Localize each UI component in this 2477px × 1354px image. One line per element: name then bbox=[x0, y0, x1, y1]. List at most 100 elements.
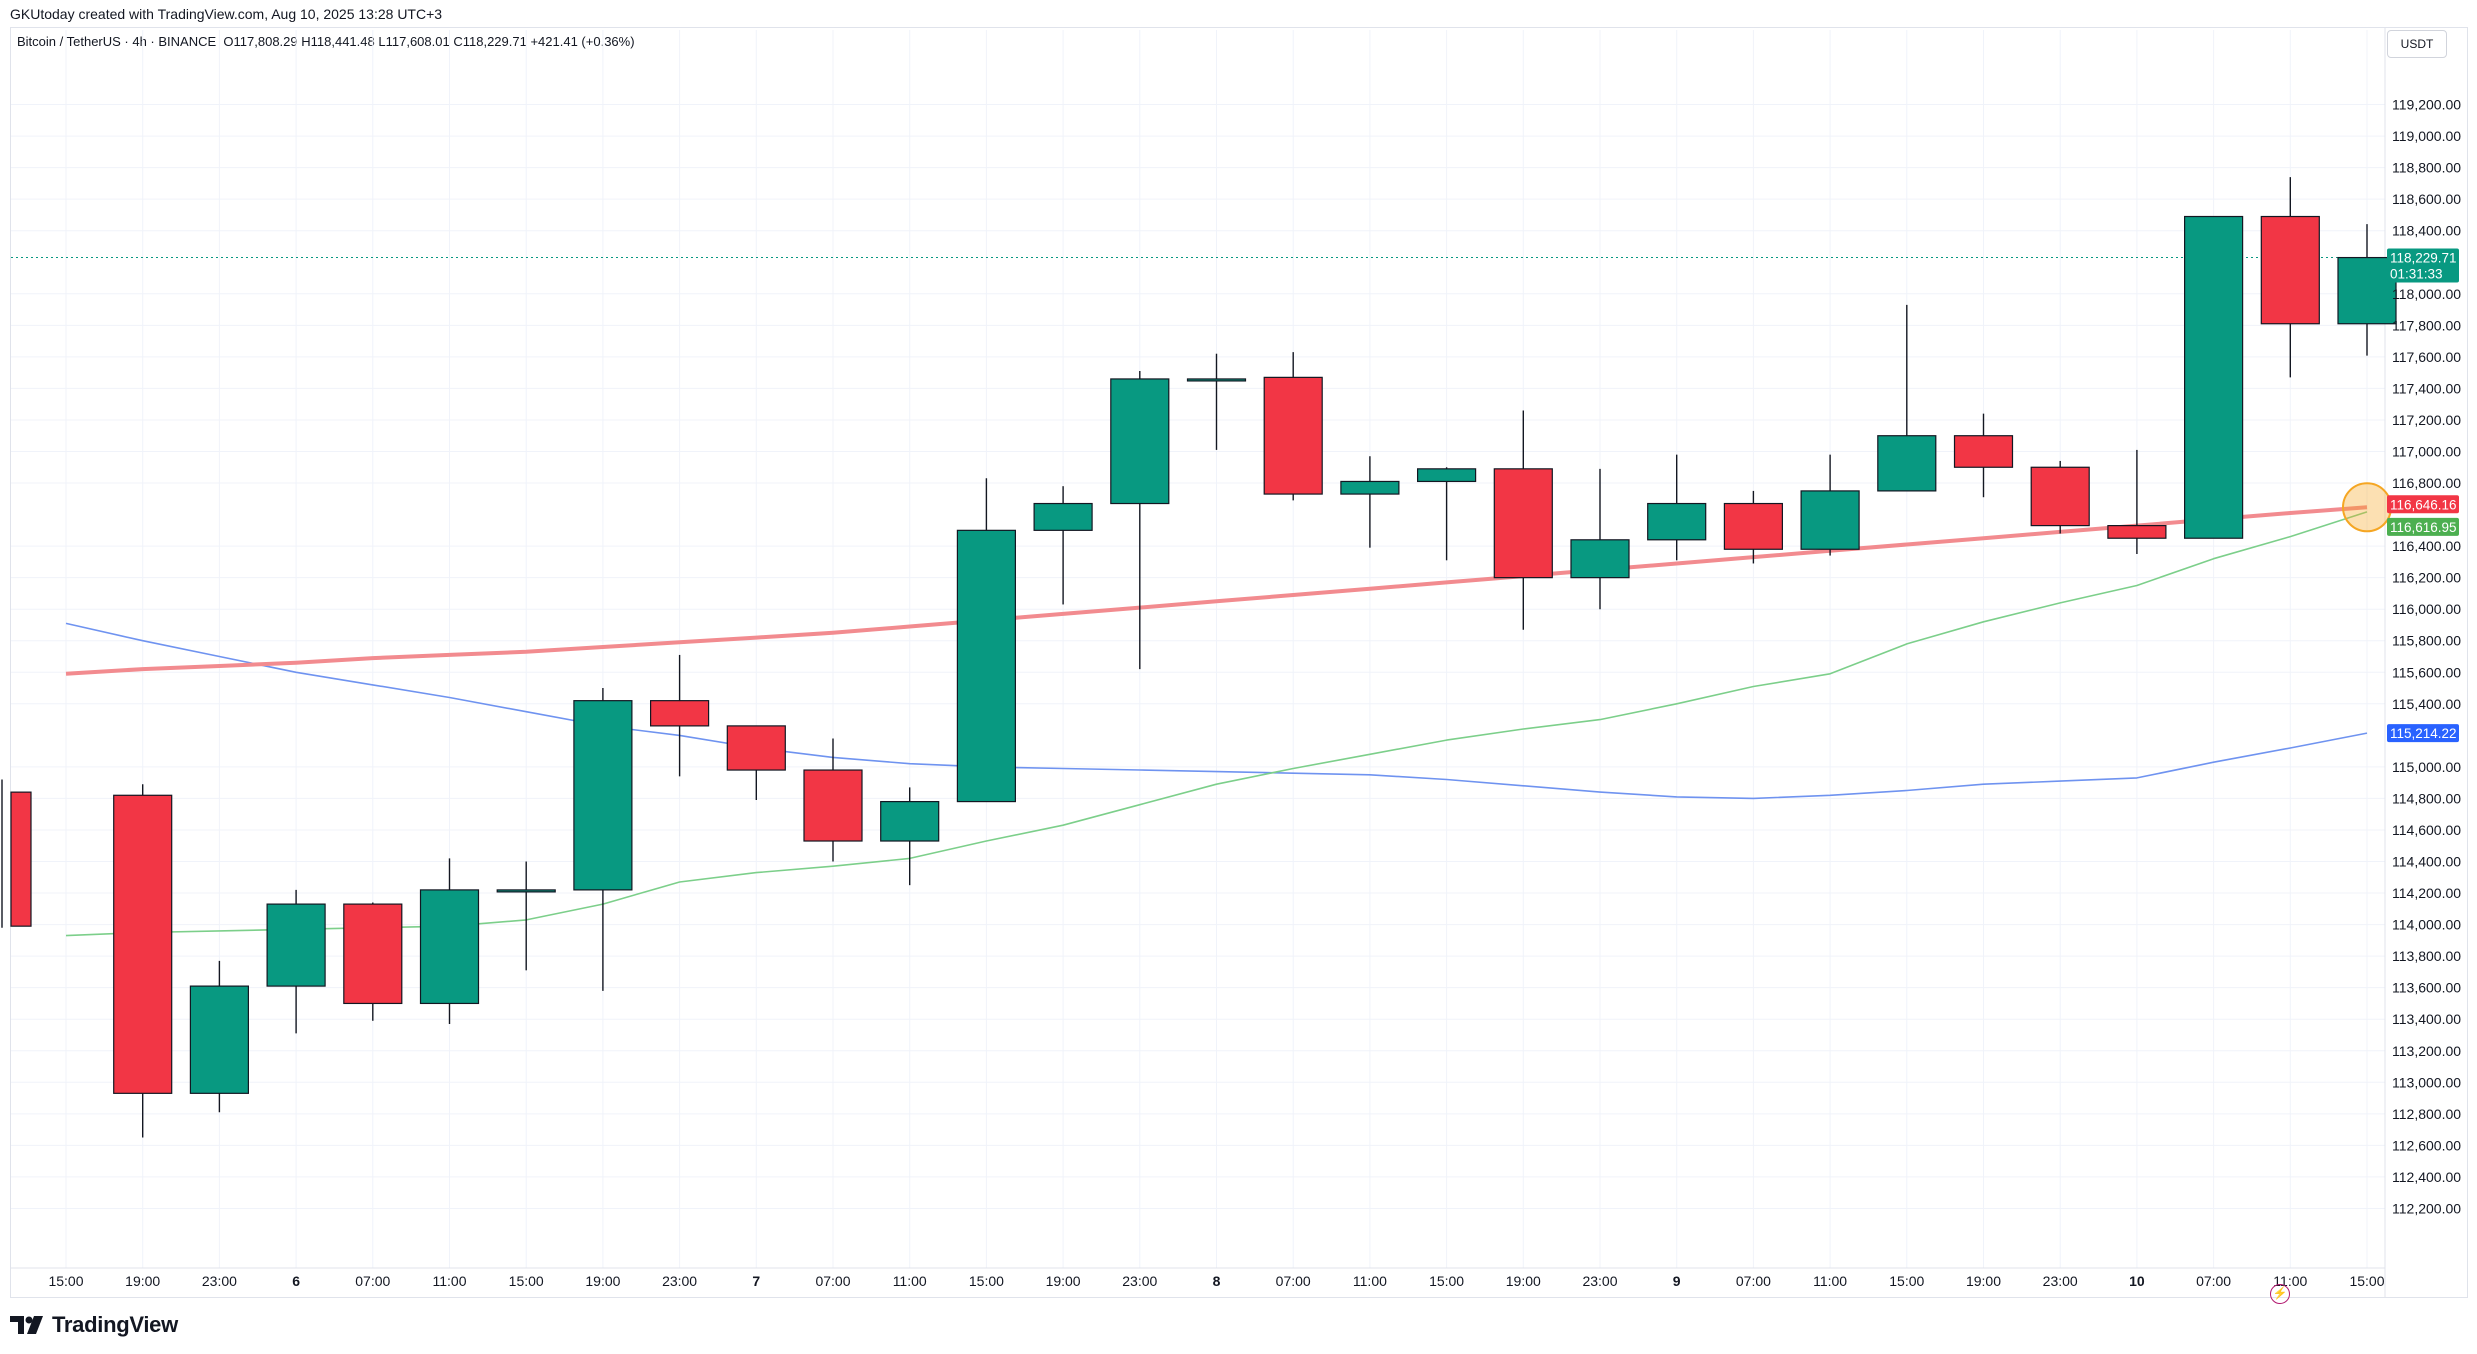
y-tick-label: 117,400.00 bbox=[2392, 380, 2461, 396]
tradingview-logo: TradingView bbox=[10, 1308, 178, 1342]
y-tick-label: 117,600.00 bbox=[2392, 349, 2461, 365]
x-tick-label: 07:00 bbox=[1736, 1273, 1771, 1289]
price-label-text: 115,214.22 bbox=[2390, 726, 2457, 741]
symbol-legend: Bitcoin / TetherUS · 4h · BINANCE O117,8… bbox=[17, 34, 635, 49]
y-axis-labels: 119,200.00 119,000.00 118,800.00 118,600.00… bbox=[2392, 97, 2461, 1217]
candle-up bbox=[1647, 502, 1707, 541]
ma-line-red bbox=[65, 505, 2368, 676]
x-tick-label: 15:00 bbox=[509, 1273, 544, 1289]
candle-down bbox=[2107, 525, 2167, 539]
y-tick-label: 118,000.00 bbox=[2392, 286, 2461, 302]
candle-up bbox=[573, 700, 633, 891]
y-tick-label: 119,200.00 bbox=[2392, 97, 2461, 113]
price-label-text: 116,646.16 bbox=[2390, 497, 2457, 512]
candle-down bbox=[803, 769, 863, 842]
y-tick-label: 119,000.00 bbox=[2392, 128, 2461, 144]
y-tick-label: 113,400.00 bbox=[2392, 1011, 2461, 1027]
countdown-text: 01:31:33 bbox=[2390, 267, 2443, 282]
price-label-badge bbox=[2387, 248, 2459, 283]
x-tick-label: 19:00 bbox=[585, 1273, 620, 1289]
x-tick-label: 07:00 bbox=[2196, 1273, 2231, 1289]
y-tick-label: 118,800.00 bbox=[2392, 160, 2461, 176]
x-tick-label: 11:00 bbox=[893, 1273, 927, 1289]
x-tick-label: 07:00 bbox=[1276, 1273, 1311, 1289]
y-tick-label: 116,000.00 bbox=[2392, 601, 2461, 617]
x-tick-label: 10 bbox=[2129, 1273, 2145, 1289]
chart-frame bbox=[10, 27, 2468, 1298]
candle-up bbox=[266, 903, 326, 987]
y-tick-label: 114,400.00 bbox=[2392, 854, 2461, 870]
symbol-name[interactable]: Bitcoin / TetherUS · 4h · BINANCE bbox=[17, 34, 217, 49]
y-tick-label: 113,200.00 bbox=[2392, 1043, 2461, 1059]
y-tick-label: 113,600.00 bbox=[2392, 980, 2461, 996]
x-tick-label: 11:00 bbox=[1353, 1273, 1387, 1289]
x-tick-label: 15:00 bbox=[1429, 1273, 1464, 1289]
x-tick-label: 8 bbox=[1213, 1273, 1221, 1289]
candle-up bbox=[1186, 378, 1247, 382]
ma-line-blue bbox=[65, 622, 2368, 800]
candle-up bbox=[1800, 490, 1860, 550]
y-tick-label: 114,600.00 bbox=[2392, 822, 2461, 838]
tradingview-logo-icon bbox=[10, 1316, 43, 1334]
x-tick-label: 23:00 bbox=[1582, 1273, 1617, 1289]
y-tick-label: 118,400.00 bbox=[2392, 223, 2461, 239]
y-tick-label: 113,000.00 bbox=[2392, 1074, 2461, 1090]
candle-up bbox=[956, 529, 1017, 803]
ohlc-open: O117,808.29 bbox=[223, 34, 298, 49]
x-tick-label: 15:00 bbox=[1889, 1273, 1924, 1289]
y-tick-label: 112,800.00 bbox=[2392, 1106, 2461, 1122]
x-axis-labels: 15:00 19:00 23:00 6 07:00 11:00 15:00 19:00 23:0… bbox=[48, 1273, 2384, 1289]
x-tick-label: 07:00 bbox=[355, 1273, 390, 1289]
candle-down bbox=[10, 791, 32, 927]
x-tick-label: 23:00 bbox=[662, 1273, 697, 1289]
x-tick-label: 11:00 bbox=[433, 1273, 467, 1289]
x-tick-label: 19:00 bbox=[1046, 1273, 1081, 1289]
logo-text: TradingView bbox=[52, 1312, 178, 1337]
x-tick-label: 11:00 bbox=[1813, 1273, 1847, 1289]
ohlc-change: +421.41 (+0.36%) bbox=[530, 34, 635, 49]
attribution-text: GKUtoday created with TradingView.com, A… bbox=[10, 6, 443, 22]
candle-up bbox=[189, 985, 249, 1094]
x-tick-label: 19:00 bbox=[1506, 1273, 1541, 1289]
x-tick-label: 15:00 bbox=[48, 1273, 83, 1289]
x-tick-label: 19:00 bbox=[125, 1273, 160, 1289]
candle-up bbox=[1110, 378, 1170, 505]
x-tick-label: 7 bbox=[752, 1273, 760, 1289]
y-tick-label: 112,600.00 bbox=[2392, 1137, 2461, 1153]
price-label-text: 116,616.95 bbox=[2390, 520, 2457, 535]
candle-down bbox=[1723, 502, 1784, 550]
ohlc-close: C118,229.71 bbox=[453, 34, 527, 49]
y-tick-label: 115,400.00 bbox=[2392, 696, 2461, 712]
candle-down bbox=[343, 903, 403, 1005]
y-tick-label: 114,800.00 bbox=[2392, 790, 2461, 806]
candle-down bbox=[649, 700, 710, 727]
y-tick-label: 117,200.00 bbox=[2392, 412, 2461, 428]
candle-down bbox=[2260, 215, 2320, 325]
x-tick-label: 23:00 bbox=[2043, 1273, 2078, 1289]
candle-up bbox=[2184, 215, 2244, 539]
candles-group bbox=[1, 177, 2397, 1138]
flash-icon[interactable]: ⚡ bbox=[2270, 1284, 2290, 1304]
y-tick-label: 115,600.00 bbox=[2392, 664, 2461, 680]
candle-down bbox=[113, 794, 173, 1094]
x-tick-label: 23:00 bbox=[1122, 1273, 1157, 1289]
candle-up bbox=[2337, 256, 2397, 325]
price-label-badge bbox=[2387, 495, 2459, 514]
y-tick-label: 117,800.00 bbox=[2392, 317, 2461, 333]
y-tick-label: 116,400.00 bbox=[2392, 538, 2461, 554]
x-tick-label: 15:00 bbox=[969, 1273, 1004, 1289]
y-tick-label: 112,200.00 bbox=[2392, 1200, 2461, 1216]
y-tick-label: 116,200.00 bbox=[2392, 570, 2461, 586]
y-tick-label: 116,800.00 bbox=[2392, 475, 2461, 491]
currency-selector[interactable]: USDT bbox=[2387, 30, 2447, 58]
candle-up bbox=[1416, 468, 1477, 483]
candle-up bbox=[419, 889, 480, 1005]
candle-up bbox=[1877, 435, 1937, 492]
y-tick-label: 118,600.00 bbox=[2392, 191, 2461, 207]
price-label-badge bbox=[2387, 517, 2459, 536]
x-tick-label: 07:00 bbox=[815, 1273, 850, 1289]
x-tick-label: 6 bbox=[292, 1273, 300, 1289]
candle-up bbox=[1340, 480, 1400, 495]
